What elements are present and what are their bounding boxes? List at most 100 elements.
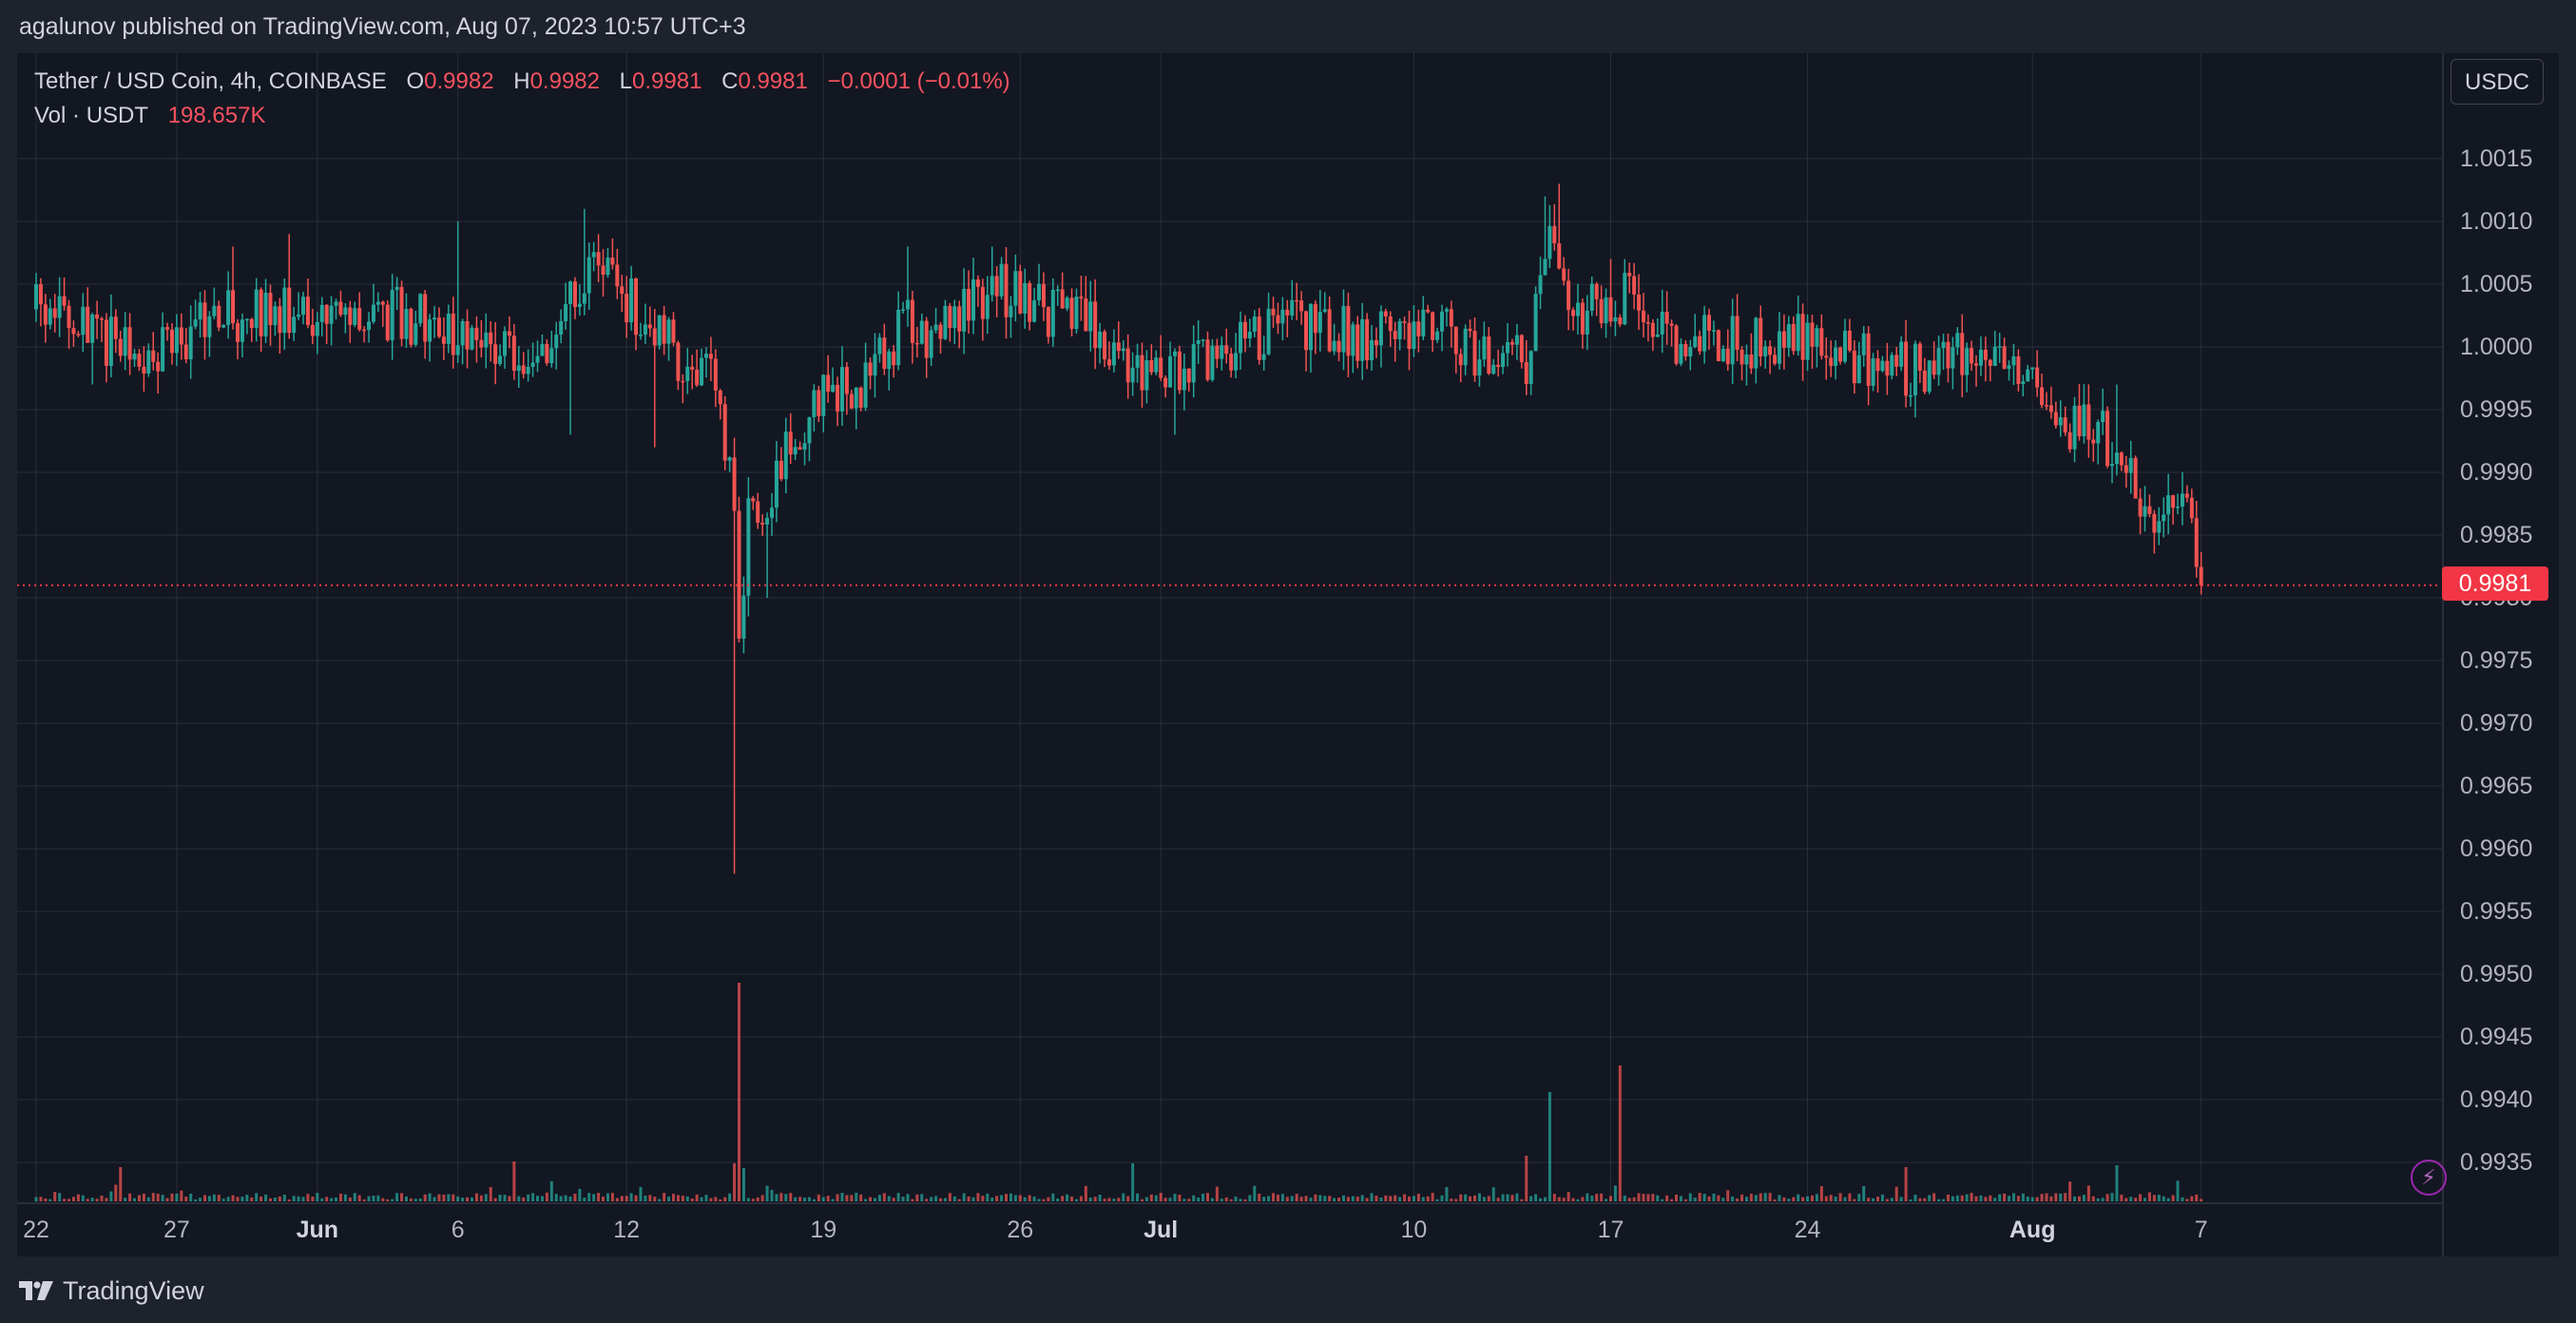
volume-bar: [493, 1198, 497, 1201]
volume-bar: [760, 1195, 764, 1201]
candle-body: [1365, 318, 1370, 361]
candle-body: [2067, 431, 2072, 450]
quote-currency-button[interactable]: USDC: [2451, 59, 2544, 105]
chart-area[interactable]: 1.0015 1.0010 1.0005 1.0000 0.9995 0.9990 0.99…: [17, 53, 2559, 1256]
volume-bar: [1797, 1194, 1800, 1201]
candle-body: [404, 308, 409, 339]
volume-bar: [1675, 1194, 1678, 1201]
high-value: 0.9982: [529, 68, 600, 94]
volume-bar: [217, 1195, 221, 1201]
volume-bar: [142, 1193, 145, 1201]
volume-bar: [597, 1193, 601, 1201]
candle-body: [1548, 225, 1552, 259]
candle-body: [938, 324, 943, 339]
volume-bar: [1328, 1196, 1332, 1201]
volume-bar: [343, 1194, 347, 1201]
volume-bar: [170, 1193, 174, 1201]
candle-body: [1861, 333, 1866, 355]
candle-body: [817, 390, 821, 416]
last-price-tag: 0.9981: [2442, 566, 2548, 601]
candle-body: [1552, 225, 1557, 244]
candle-body: [620, 286, 625, 295]
candle-body: [57, 296, 62, 318]
candle-body: [990, 276, 994, 296]
volume-bar: [620, 1196, 624, 1201]
volume-bar: [2068, 1181, 2072, 1201]
candle-body: [634, 278, 639, 336]
volume-bar: [671, 1194, 675, 1201]
candle-body: [1055, 289, 1060, 292]
candle-body: [1669, 323, 1674, 326]
candle-body: [1023, 282, 1028, 314]
volume-bar: [1806, 1196, 1810, 1201]
candle-body: [1210, 345, 1215, 380]
tradingview-brand-text: TradingView: [63, 1275, 204, 1305]
volume-bar: [1749, 1194, 1753, 1201]
candle-body: [123, 327, 127, 356]
candle-body: [1397, 320, 1402, 339]
candle-body: [221, 324, 226, 328]
volume-bar: [2035, 1197, 2039, 1201]
candle-body: [1018, 271, 1023, 314]
candle-body: [334, 301, 338, 306]
volume-bar: [367, 1196, 371, 1201]
candle-body: [2077, 405, 2082, 437]
candle-body: [1538, 275, 1543, 295]
candle-body: [409, 308, 413, 345]
candle-body: [48, 308, 52, 325]
candle-body: [2021, 381, 2026, 385]
symbol-description[interactable]: Tether / USD Coin, 4h, COINBASE: [34, 68, 387, 94]
candle-body: [999, 263, 1004, 297]
volume-bar: [1726, 1190, 1730, 1201]
lightning-icon[interactable]: ⚡: [2411, 1160, 2447, 1196]
volume-bar: [962, 1193, 966, 1201]
volume-bar: [1937, 1198, 1941, 1201]
candlestick-chart[interactable]: 1.0015 1.0010 1.0005 1.0000 0.9995 0.9990 0.99…: [17, 53, 2559, 1256]
candle-body: [849, 393, 854, 409]
candle-body: [774, 460, 779, 508]
candle-body: [901, 309, 906, 311]
volume-bar: [807, 1197, 811, 1201]
volume-bar: [855, 1193, 858, 1201]
candle-body: [484, 332, 489, 348]
candle-body: [1360, 318, 1365, 361]
candle-body: [858, 387, 863, 408]
candle-body: [217, 305, 221, 328]
volume-bar: [264, 1194, 268, 1201]
candle-body: [1730, 316, 1735, 365]
candle-body: [1721, 348, 1725, 362]
candle-body: [2035, 367, 2040, 388]
candle-body: [156, 361, 161, 372]
volume-bar: [1595, 1194, 1599, 1201]
tradingview-logo[interactable]: TradingView: [19, 1276, 204, 1305]
candle-body: [1304, 311, 1309, 351]
candle-body: [807, 416, 812, 444]
volume-bar: [1740, 1194, 1744, 1201]
volume-bar: [58, 1193, 62, 1201]
volume-bar: [1731, 1196, 1735, 1201]
candle-body: [788, 431, 793, 455]
volume-bar: [629, 1193, 633, 1201]
volume-bar: [301, 1197, 305, 1201]
volume-bar: [573, 1193, 577, 1201]
volume-bar: [1586, 1193, 1589, 1201]
price-tick-label: 0.9990: [2460, 459, 2532, 486]
volume-bar: [1416, 1193, 1420, 1201]
volume-bar: [1047, 1197, 1050, 1201]
candle-body: [1393, 331, 1397, 339]
candle-body: [428, 319, 433, 342]
tradingview-logo-icon: [19, 1281, 53, 1300]
volume-bar: [1056, 1198, 1060, 1201]
volume-bar: [161, 1195, 164, 1201]
candle-body: [559, 320, 564, 336]
candle-body: [1613, 316, 1618, 322]
candle-body: [756, 501, 760, 523]
volume-bar: [896, 1193, 900, 1201]
volume-bar: [1581, 1197, 1585, 1201]
volume-label[interactable]: Vol · USDT: [34, 103, 149, 128]
volume-bar: [391, 1198, 394, 1201]
time-tick-label: 7: [2195, 1217, 2208, 1243]
candle-body: [489, 332, 493, 345]
candle-body: [1111, 342, 1116, 366]
volume-bar: [1642, 1194, 1645, 1201]
